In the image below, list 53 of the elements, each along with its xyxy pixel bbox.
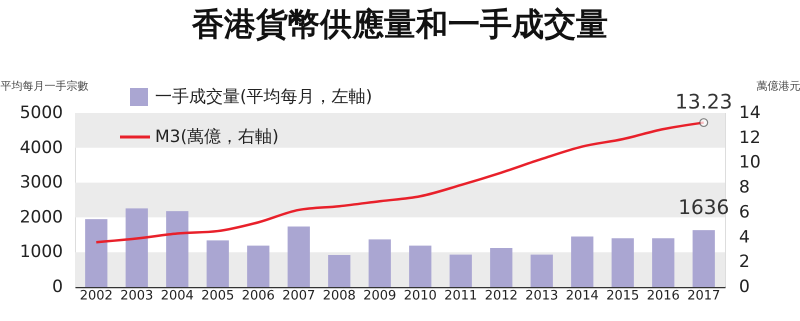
- y2-tick-label: 8: [739, 178, 750, 198]
- y-tick-label: 5000: [20, 103, 63, 123]
- legend-label: 一手成交量(平均每月，左軸): [155, 87, 372, 107]
- y-axis-title: 平均每月一手宗數: [0, 80, 88, 92]
- x-tick-label: 2003: [120, 288, 154, 304]
- x-tick-label: 2007: [282, 288, 316, 304]
- x-tick-label: 2015: [606, 288, 640, 304]
- x-tick-label: 2014: [566, 288, 599, 304]
- bar: [368, 239, 391, 287]
- y-tick-label: 2000: [20, 207, 63, 228]
- y2-tick-label: 0: [739, 277, 750, 297]
- bar: [692, 230, 715, 287]
- data-label: 1636: [678, 195, 730, 220]
- y2-tick-label: 10: [739, 152, 761, 173]
- y2-tick-label: 6: [739, 202, 750, 222]
- bar: [612, 238, 634, 287]
- bar: [247, 246, 270, 287]
- x-tick-label: 2006: [242, 288, 275, 304]
- x-tick-label: 2004: [160, 288, 194, 304]
- y2-axis-title: 萬億港元: [756, 80, 800, 92]
- y-tick-label: 3000: [20, 172, 63, 193]
- x-tick-label: 2012: [484, 288, 518, 304]
- bar: [652, 238, 674, 287]
- bar: [409, 246, 432, 287]
- legend-label: M3(萬億，右軸): [155, 127, 279, 147]
- y2-tick-label: 12: [739, 128, 761, 148]
- x-tick-label: 2013: [525, 288, 558, 304]
- bar: [530, 254, 553, 287]
- bar: [288, 226, 310, 287]
- bar: [328, 254, 350, 287]
- x-tick-label: 2002: [80, 288, 113, 304]
- chart-title: 香港貨幣供應量和一手成交量: [191, 5, 608, 43]
- y2-tick-label: 4: [739, 227, 750, 248]
- x-tick-label: 2017: [687, 288, 720, 304]
- y-tick-label: 1000: [20, 242, 63, 262]
- bar: [126, 208, 148, 287]
- bar: [85, 219, 108, 287]
- y2-tick-label: 14: [739, 103, 761, 123]
- bar: [571, 236, 594, 287]
- bar: [450, 254, 472, 287]
- x-tick-label: 2009: [363, 288, 396, 304]
- x-tick-label: 2011: [444, 288, 478, 304]
- x-tick-label: 2016: [646, 288, 680, 304]
- bar: [206, 240, 229, 287]
- data-label: 13.23: [675, 90, 732, 114]
- y2-tick-label: 2: [739, 252, 750, 272]
- bar: [166, 211, 188, 287]
- y-tick-label: 0: [52, 277, 63, 297]
- x-tick-label: 2008: [322, 288, 356, 304]
- x-tick-label: 2005: [201, 288, 234, 304]
- y-tick-label: 4000: [20, 138, 63, 158]
- x-tick-label: 2010: [404, 288, 437, 304]
- bar: [490, 248, 512, 287]
